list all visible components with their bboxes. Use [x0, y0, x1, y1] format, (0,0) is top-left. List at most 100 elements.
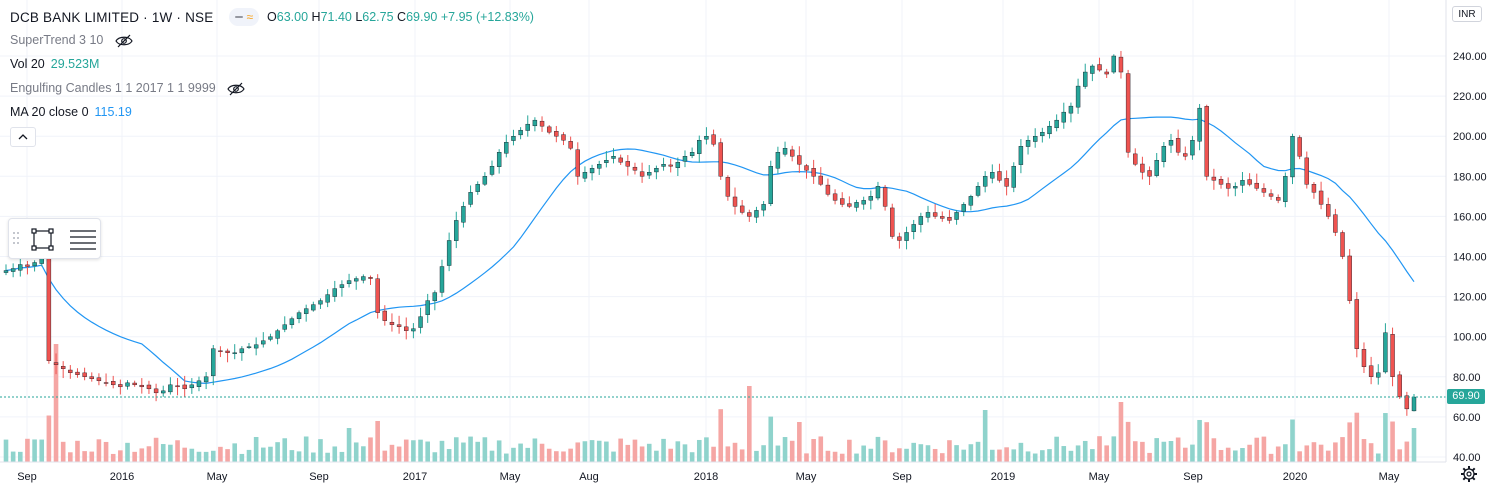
candle-body — [239, 348, 245, 354]
volume-bar — [110, 453, 116, 462]
volume-bar — [25, 438, 30, 462]
candle-body — [339, 284, 345, 288]
time-tick-label: Sep — [892, 471, 912, 483]
line-settings-icon[interactable] — [70, 230, 96, 250]
volume-bar — [482, 437, 488, 462]
volume-bar — [847, 439, 852, 462]
eye-hidden-icon[interactable] — [227, 82, 245, 96]
candle-body — [1104, 71, 1109, 75]
volume-bar — [1147, 452, 1152, 462]
candle-body — [975, 186, 981, 196]
eye-hidden-icon[interactable] — [115, 34, 133, 48]
candle-body — [1147, 170, 1152, 177]
candle-body — [439, 266, 445, 293]
candle-body — [232, 352, 237, 354]
time-tick-label: Aug — [579, 471, 599, 483]
volume-bar — [932, 448, 938, 462]
time-tick-label: May — [1089, 471, 1110, 483]
candle-body — [246, 346, 252, 348]
volume-bar — [518, 443, 523, 462]
ma-line — [5, 116, 1415, 385]
volume-bar — [10, 451, 16, 462]
candle-body — [1011, 166, 1016, 188]
price-tick-label: 160.00 — [1453, 211, 1487, 223]
volume-bar — [1025, 451, 1031, 462]
volume-bar — [725, 446, 731, 462]
candle-body — [747, 212, 752, 217]
volume-bar — [611, 451, 616, 462]
time-tick-label: May — [500, 471, 521, 483]
candle-body — [111, 381, 116, 386]
candle-body — [718, 142, 723, 177]
volume-bar — [904, 448, 909, 462]
indicator-engulfing[interactable]: Engulfing Candles 1 1 2017 1 1 9999 — [10, 81, 245, 96]
candle-body — [1061, 111, 1066, 123]
candle-body — [832, 193, 838, 201]
volume-bar — [1368, 443, 1374, 462]
candle-body — [175, 385, 180, 388]
candle-body — [289, 318, 295, 325]
symbol-title[interactable]: DCB BANK LIMITED · 1W · NSE — [10, 9, 214, 25]
volume-bar — [146, 446, 152, 462]
volume-bar — [939, 453, 945, 462]
candle-body — [354, 278, 359, 282]
candle-body — [82, 372, 87, 377]
volume-bar — [1290, 419, 1295, 462]
volume-bar — [732, 442, 738, 462]
candle-body — [754, 210, 759, 218]
candle-body — [732, 196, 738, 207]
rectangle-tool-icon[interactable] — [31, 228, 54, 251]
candle-body — [1190, 140, 1195, 156]
volume-bar — [411, 440, 416, 462]
volume-bar — [1240, 448, 1245, 462]
volume-bar — [1333, 442, 1338, 462]
candle-body — [825, 184, 831, 195]
candle-body — [525, 123, 530, 131]
candle-body — [253, 344, 259, 349]
candle-body — [396, 324, 402, 327]
volume-bar — [1140, 441, 1145, 462]
volume-bar — [1297, 451, 1302, 462]
volume-bar — [60, 441, 66, 462]
indicator-supertrend[interactable]: SuperTrend 3 10 — [10, 33, 133, 48]
candle-body — [361, 276, 366, 281]
volume-bar — [253, 436, 259, 462]
volume-bar — [625, 444, 631, 462]
volume-bar — [1383, 413, 1388, 462]
candle-body — [496, 152, 502, 167]
volume-bar — [203, 451, 209, 462]
gear-icon[interactable] — [1460, 465, 1478, 483]
volume-bar — [1082, 440, 1088, 462]
candle-body — [1318, 190, 1324, 205]
volume-bar — [32, 439, 37, 462]
collapse-legend-button[interactable] — [10, 127, 36, 147]
candle-body — [382, 310, 388, 321]
candle-body — [561, 134, 566, 141]
volume-bar — [1211, 438, 1217, 462]
currency-label[interactable]: INR — [1452, 6, 1482, 22]
candle-body — [689, 152, 695, 157]
candle-body — [275, 330, 280, 339]
indicator-ma[interactable]: MA 20 close 0 115.19 — [10, 105, 132, 119]
candle-body — [704, 135, 709, 140]
change-readout: +7.95 (+12.83%) — [440, 10, 534, 24]
candle-body — [196, 380, 202, 387]
candle-body — [225, 350, 230, 353]
candle-body — [1261, 188, 1267, 193]
volume-bar — [889, 452, 895, 462]
candle-body — [1032, 135, 1038, 142]
chart-status-pill[interactable]: ≈ — [229, 8, 260, 26]
candle-body — [725, 177, 731, 197]
candle-body — [847, 203, 852, 207]
drawing-toolbar[interactable] — [8, 218, 101, 259]
volume-bar — [496, 440, 502, 462]
candle-body — [1068, 105, 1074, 114]
indicator-volume[interactable]: Vol 20 29.523M — [10, 57, 100, 71]
volume-bar — [997, 449, 1002, 462]
volume-bar — [453, 437, 459, 462]
candle-body — [511, 135, 516, 141]
volume-bar — [1254, 437, 1260, 462]
volume-bar — [897, 448, 902, 462]
drag-handle-icon[interactable] — [13, 232, 19, 244]
